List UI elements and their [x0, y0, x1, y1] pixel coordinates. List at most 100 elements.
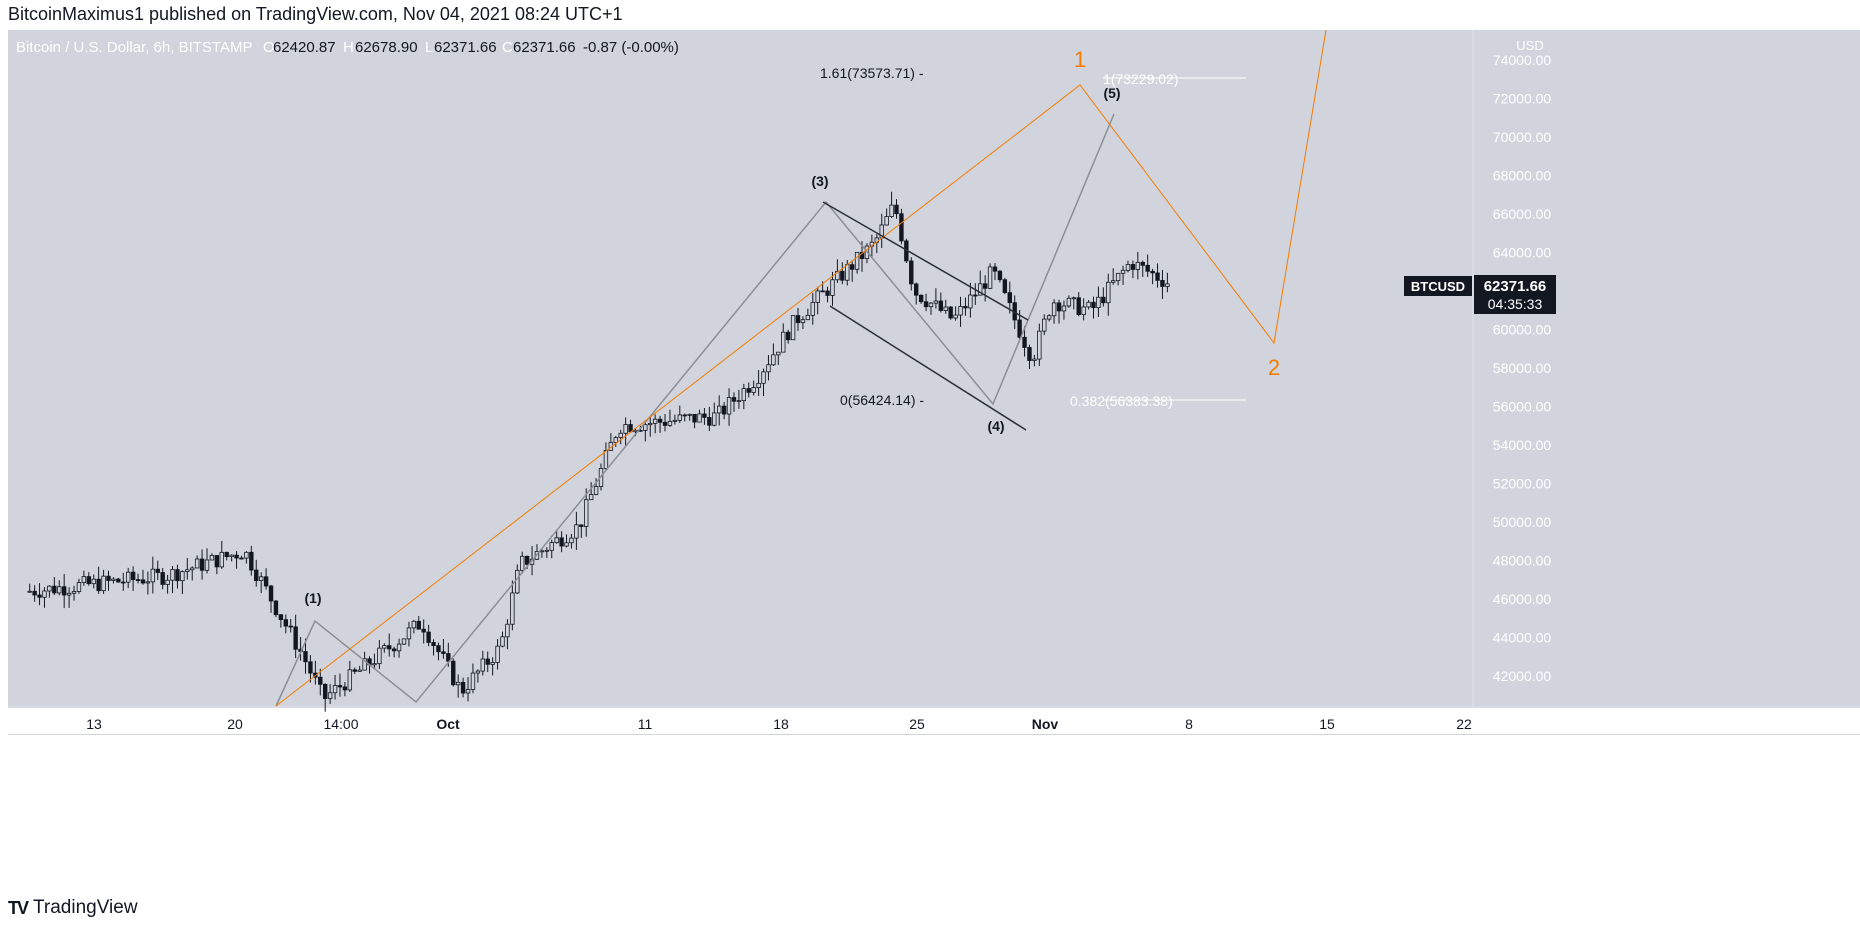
candle-body	[1086, 301, 1091, 308]
candle-body	[1046, 315, 1052, 320]
candle-body	[204, 559, 210, 571]
candle-body	[66, 592, 72, 596]
time-tick-label: 8	[1185, 716, 1193, 732]
footer-brand[interactable]: TV TradingView	[8, 897, 138, 919]
candle-body	[160, 572, 165, 585]
last-price-badge-bg	[1474, 275, 1556, 314]
price-tick-label: 70000.00	[1493, 129, 1552, 145]
candle-body	[1106, 281, 1111, 304]
candle-body	[785, 331, 791, 341]
candle-body	[549, 542, 554, 551]
price-tick-label: 44000.00	[1493, 630, 1552, 646]
candle-body	[490, 662, 495, 665]
candle-body	[997, 270, 1003, 281]
chart-svg[interactable]: Bitcoin / U.S. Dollar, 6h, BITSTAMP O 62…	[8, 29, 1860, 904]
candle-body	[840, 270, 845, 281]
candle-body	[1027, 347, 1032, 361]
candle-body	[909, 260, 914, 285]
candle-body	[71, 591, 77, 594]
candle-body	[928, 302, 934, 308]
candle-body	[790, 315, 796, 341]
candle-body	[121, 581, 126, 584]
candle-body	[702, 413, 707, 418]
candle-body	[559, 537, 564, 547]
legend-change: -0.87 (-0.00%)	[583, 39, 679, 56]
candle-body	[973, 294, 978, 297]
candle-body	[268, 585, 274, 602]
publisher-line: BitcoinMaximus1 published on TradingView…	[8, 4, 623, 24]
candle-body	[574, 524, 579, 539]
bar-countdown: 04:35:33	[1488, 296, 1543, 312]
price-tick-label: 66000.00	[1493, 206, 1552, 222]
candle-body	[1017, 319, 1022, 338]
price-axis-background	[1473, 30, 1860, 708]
chart-area[interactable]: Bitcoin / U.S. Dollar, 6h, BITSTAMP O 62…	[8, 29, 1860, 904]
candle-body	[96, 578, 101, 592]
candle-body	[391, 648, 397, 652]
candle-body	[37, 594, 42, 598]
footer-brand-text: TradingView	[33, 897, 138, 918]
candle-body	[795, 315, 801, 324]
price-tick-label: 48000.00	[1493, 553, 1552, 569]
candle-body	[436, 645, 441, 653]
candle-body	[820, 290, 825, 293]
candle-body	[52, 585, 57, 594]
candle-body	[229, 554, 234, 557]
price-tick-label: 58000.00	[1493, 360, 1552, 376]
time-tick-label: 25	[909, 716, 925, 732]
candle-body	[406, 627, 412, 640]
candle-body	[1051, 302, 1057, 317]
candle-body	[224, 551, 229, 557]
candle-body	[938, 300, 944, 311]
candle-body	[726, 397, 732, 415]
last-price: 62371.66	[1484, 278, 1547, 295]
candle-body	[1145, 264, 1150, 272]
candle-body	[1096, 296, 1101, 309]
candle-body	[544, 549, 550, 552]
candle-body	[766, 364, 771, 373]
channel-upper-line	[822, 201, 1029, 321]
legend-close-label: C	[502, 39, 513, 56]
candle-body	[682, 414, 687, 417]
candle-body	[500, 636, 505, 647]
candle-body	[569, 537, 574, 544]
candle-body	[845, 264, 850, 281]
candle-body	[234, 554, 239, 559]
candle-body	[697, 413, 702, 423]
candles-layer	[27, 191, 1170, 712]
candle-body	[1111, 280, 1116, 283]
candle-body	[47, 585, 52, 592]
wave-1-label: (1)	[304, 590, 321, 606]
candle-body	[175, 569, 180, 582]
projection-wave-line	[275, 29, 1327, 707]
candle-body	[800, 319, 806, 324]
candle-body	[914, 283, 919, 296]
candle-body	[1165, 283, 1170, 287]
candle-body	[721, 405, 727, 415]
candle-body	[810, 301, 815, 316]
candle-body	[1022, 336, 1027, 348]
channel-lower-line	[829, 305, 1027, 431]
candle-body	[1002, 279, 1008, 294]
candle-body	[101, 575, 106, 592]
time-axis-background	[8, 708, 1860, 734]
price-tick-label: 54000.00	[1493, 437, 1552, 453]
fib-target-label: 1(73229.02)	[1103, 71, 1179, 87]
candle-body	[431, 642, 436, 647]
candle-body	[510, 592, 515, 625]
candle-body	[761, 371, 766, 384]
candle-body	[771, 354, 776, 366]
candle-body	[707, 417, 712, 426]
price-tick-label: 72000.00	[1493, 91, 1552, 107]
candle-body	[524, 555, 530, 565]
candle-body	[165, 579, 170, 585]
candle-body	[460, 681, 466, 694]
price-tick-label: 46000.00	[1493, 591, 1552, 607]
candle-body	[948, 306, 953, 319]
candle-body	[327, 692, 333, 699]
candle-body	[194, 558, 200, 569]
candle-body	[1115, 272, 1121, 282]
candle-body	[32, 590, 37, 596]
candle-body	[126, 571, 131, 583]
time-tick-label: 11	[638, 716, 653, 732]
